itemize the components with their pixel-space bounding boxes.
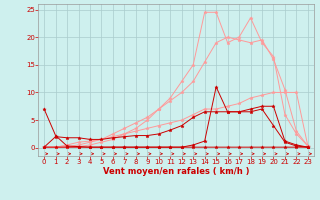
X-axis label: Vent moyen/en rafales ( km/h ): Vent moyen/en rafales ( km/h )	[103, 167, 249, 176]
